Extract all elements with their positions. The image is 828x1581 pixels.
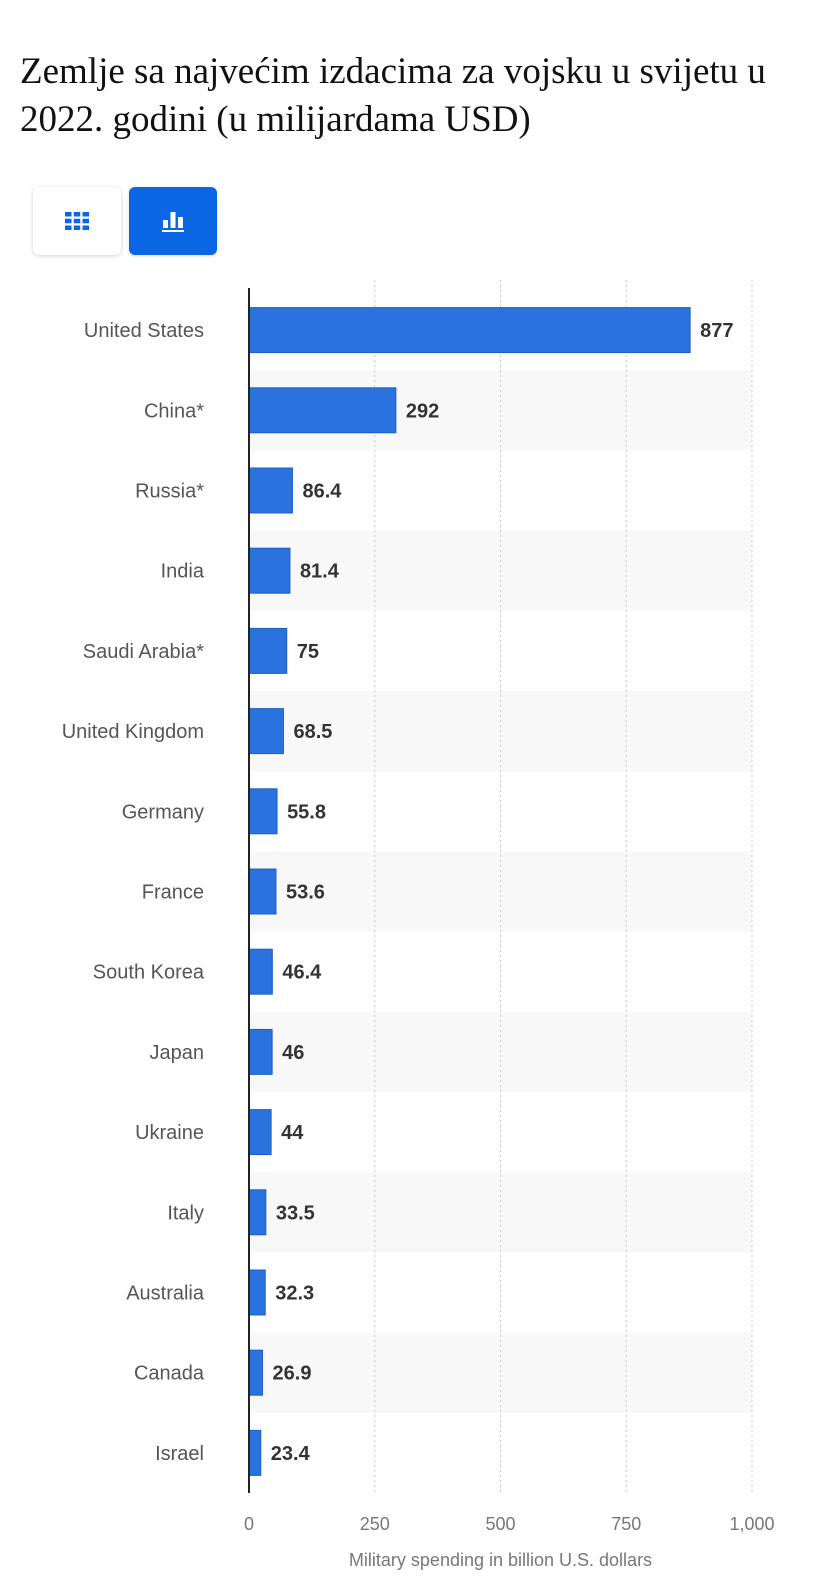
value-label: 32.3 (275, 1283, 314, 1305)
category-label: India (161, 561, 205, 583)
value-label: 53.6 (286, 882, 325, 904)
category-label: Australia (126, 1283, 205, 1305)
x-tick-label: 250 (360, 1514, 390, 1534)
value-label: 68.5 (293, 721, 332, 743)
bar[interactable] (248, 307, 691, 354)
category-label: China* (144, 400, 204, 422)
value-label: 44 (281, 1122, 304, 1144)
value-label: 26.9 (273, 1363, 312, 1385)
category-label: South Korea (93, 962, 205, 984)
table-grid-icon (65, 212, 89, 230)
table-view-button[interactable] (33, 187, 121, 255)
category-label: Saudi Arabia* (83, 641, 204, 663)
bar[interactable] (248, 948, 273, 995)
category-labels: United States China* Russia* India Saudi Ara… (62, 320, 205, 1465)
bar[interactable] (248, 788, 278, 835)
value-label: 33.5 (276, 1202, 315, 1224)
category-label: United Kingdom (62, 721, 204, 743)
bar[interactable] (248, 1269, 266, 1316)
bar[interactable] (248, 1189, 267, 1236)
bar-chart-icon (162, 212, 184, 232)
bar[interactable] (248, 1109, 272, 1156)
value-label: 86.4 (302, 481, 342, 503)
bar[interactable] (248, 387, 397, 434)
x-tick-label: 500 (485, 1514, 515, 1534)
row-stripes (249, 370, 752, 1413)
category-label: Ukraine (135, 1122, 204, 1144)
x-tick-labels: 0 250 500 750 1,000 (244, 1514, 775, 1534)
value-label: 292 (406, 400, 439, 422)
category-label: Italy (167, 1202, 204, 1224)
bars (248, 307, 691, 1476)
category-label: United States (84, 320, 204, 342)
value-label: 877 (700, 320, 733, 342)
value-label: 75 (297, 641, 319, 663)
x-axis-title: Military spending in billion U.S. dollar… (349, 1550, 652, 1570)
value-labels: 877 292 86.4 81.4 75 68.5 55.8 53.6 46.4 46 44 33.5… (271, 320, 734, 1465)
bar[interactable] (248, 547, 291, 594)
bar[interactable] (248, 1429, 262, 1476)
bar[interactable] (248, 708, 284, 755)
value-label: 46 (282, 1042, 304, 1064)
chart-view-button[interactable] (129, 187, 217, 255)
bar[interactable] (248, 467, 293, 514)
page-title: Zemlje sa najvećim izdacima za vojsku u … (20, 51, 766, 140)
x-tick-label: 0 (244, 1514, 254, 1534)
category-label: Russia* (135, 481, 204, 503)
gridlines (374, 280, 753, 1493)
x-tick-label: 750 (611, 1514, 641, 1534)
value-label: 46.4 (282, 962, 322, 984)
bar[interactable] (248, 627, 288, 674)
bar-chart: United States China* Russia* India Saudi Ara… (62, 280, 775, 1570)
value-label: 23.4 (271, 1443, 311, 1465)
value-label: 81.4 (300, 561, 340, 583)
category-label: Japan (150, 1042, 205, 1064)
category-label: Germany (122, 801, 204, 823)
value-label: 55.8 (287, 801, 326, 823)
bar[interactable] (248, 1028, 273, 1075)
category-label: France (142, 882, 204, 904)
bar[interactable] (248, 868, 277, 915)
category-label: Israel (155, 1443, 204, 1465)
x-tick-label: 1,000 (729, 1514, 774, 1534)
category-label: Canada (134, 1363, 205, 1385)
bar[interactable] (248, 1349, 264, 1396)
